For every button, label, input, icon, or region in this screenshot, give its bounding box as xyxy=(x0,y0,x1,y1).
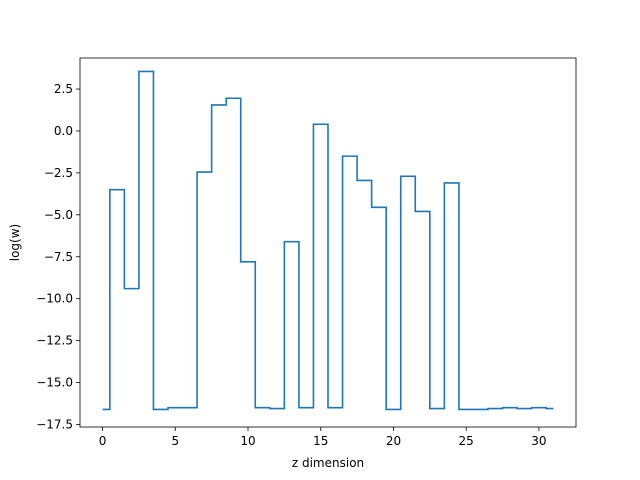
x-axis-ticks: 0 5 10 15 20 25 30 xyxy=(99,427,547,448)
y-tick-label: −17.5 xyxy=(36,417,73,431)
x-tick-label: 25 xyxy=(459,434,474,448)
x-tick-label: 15 xyxy=(313,434,328,448)
y-tick-label: 2.5 xyxy=(54,82,73,96)
y-tick-label: −2.5 xyxy=(44,166,73,180)
x-axis-label: z dimension xyxy=(292,456,364,470)
x-tick-label: 5 xyxy=(171,434,179,448)
x-tick-label: 20 xyxy=(386,434,401,448)
y-tick-label: −5.0 xyxy=(44,208,73,222)
y-tick-label: −12.5 xyxy=(36,334,73,348)
y-tick-label: −10.0 xyxy=(36,292,73,306)
y-tick-label: −7.5 xyxy=(44,250,73,264)
y-axis-label: log(w) xyxy=(8,224,22,261)
axes-frame xyxy=(79,57,577,428)
x-tick-label: 30 xyxy=(531,434,546,448)
y-axis-ticks: 2.5 0.0 −2.5 −5.0 −7.5 −10.0 −12.5 −15.0 −17.5 xyxy=(36,82,80,431)
x-tick-label: 10 xyxy=(240,434,255,448)
series-line-0 xyxy=(102,70,554,411)
y-tick-label: −15.0 xyxy=(36,376,73,390)
y-tick-label: 0.0 xyxy=(54,124,73,138)
plot-area xyxy=(102,70,554,411)
x-tick-label: 0 xyxy=(99,434,107,448)
